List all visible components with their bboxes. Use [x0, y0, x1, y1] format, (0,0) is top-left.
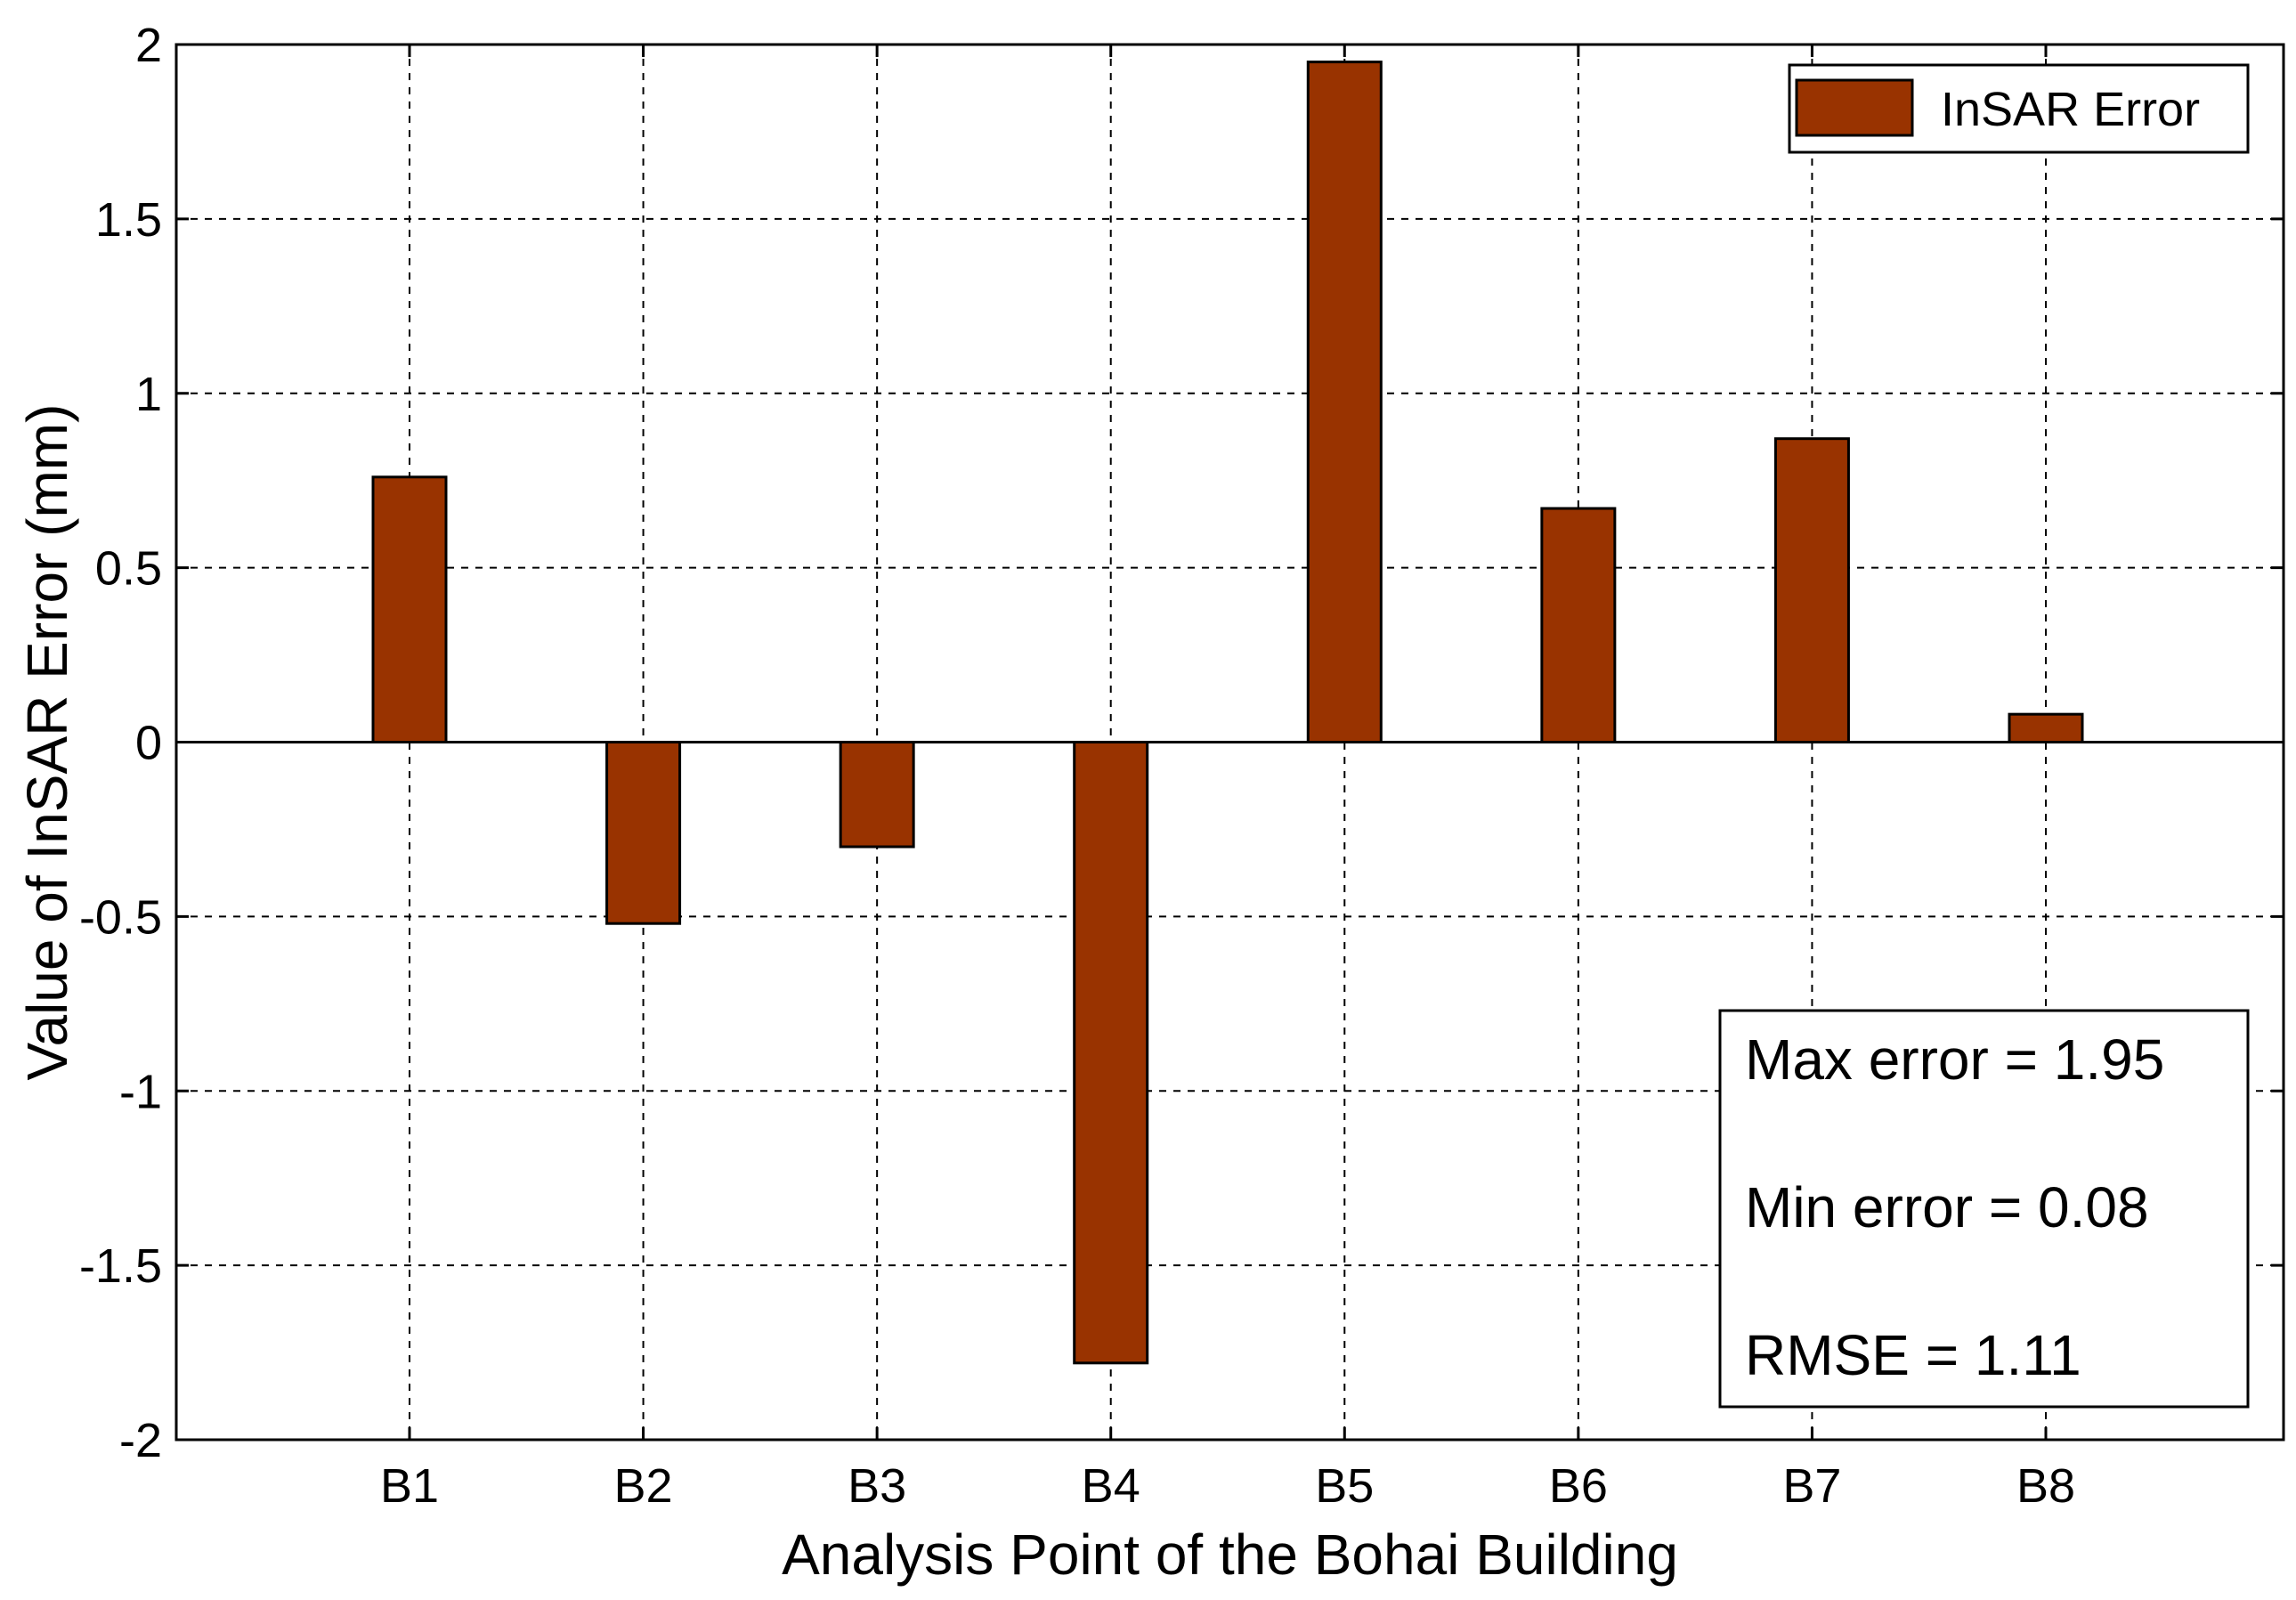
min-error-annotation: Min error = 0.08	[1745, 1175, 2149, 1239]
x-axis-label: Analysis Point of the Bohai Building	[782, 1523, 1678, 1587]
x-tick-label: B8	[2016, 1459, 2075, 1513]
y-tick-label: 0	[135, 717, 162, 770]
stats-annotation: Max error = 1.95 Min error = 0.08 RMSE =…	[1718, 1009, 2250, 1409]
x-tick-label: B6	[1549, 1459, 1608, 1513]
bar-b7	[1773, 437, 1850, 743]
y-axis-label: Value of InSAR Error (mm)	[15, 404, 79, 1081]
x-tick-label: B1	[380, 1459, 439, 1513]
x-tick-label: B4	[1082, 1459, 1140, 1513]
y-axis-ticks: -2 -1.5 -1 -0.5 0 0.5 1 1.5 2	[79, 19, 2284, 1467]
stats-box	[1718, 1009, 2250, 1409]
rmse-annotation: RMSE = 1.11	[1745, 1323, 2081, 1387]
y-tick-label: 1.5	[95, 193, 162, 247]
x-axis-ticks: B1 B2 B3 B4 B5 B6 B7 B8	[380, 45, 2075, 1513]
bar-b6	[1540, 507, 1617, 744]
x-tick-label: B2	[614, 1459, 673, 1513]
y-tick-label: -1	[119, 1065, 162, 1118]
legend-swatch	[1795, 78, 1914, 137]
y-tick-label: -2	[119, 1414, 162, 1467]
y-tick-label: 0.5	[95, 542, 162, 596]
max-error-annotation: Max error = 1.95	[1745, 1027, 2164, 1092]
bar-b2	[605, 741, 682, 925]
y-tick-label: 2	[135, 19, 162, 72]
bar-b8	[2008, 712, 2084, 743]
bar-b5	[1306, 61, 1383, 743]
x-tick-label: B5	[1315, 1459, 1374, 1513]
bars	[371, 61, 2084, 1365]
legend-label: InSAR Error	[1941, 83, 2200, 136]
x-tick-label: B7	[1782, 1459, 1841, 1513]
y-tick-label: -1.5	[79, 1239, 162, 1293]
bar-b3	[839, 741, 915, 849]
bar-b4	[1073, 741, 1149, 1365]
legend: InSAR Error	[1788, 63, 2250, 154]
y-tick-label: 1	[135, 368, 162, 421]
bar-b1	[371, 475, 448, 744]
y-tick-label: -0.5	[79, 890, 162, 944]
x-tick-label: B3	[848, 1459, 906, 1513]
